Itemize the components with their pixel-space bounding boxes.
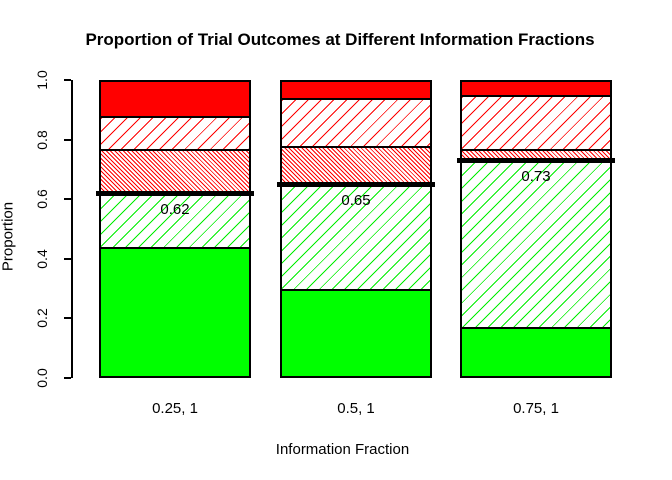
y-tick-label-0.2: 0.2	[34, 308, 50, 328]
solid-green-segment	[99, 247, 251, 378]
x-axis-title: Information Fraction	[275, 441, 410, 458]
solid-red-segment	[280, 80, 432, 98]
y-tick-0.6	[64, 198, 71, 200]
x-category-label: 0.5, 1	[337, 400, 375, 417]
x-category-label: 0.25, 1	[152, 400, 198, 417]
bar-0.5-1: 0.65	[277, 80, 435, 378]
y-tick-label-0.6: 0.6	[34, 189, 50, 209]
threshold-value-label: 0.73	[521, 168, 551, 185]
y-tick-0.0	[64, 377, 71, 379]
y-tick-label-0.0: 0.0	[34, 368, 50, 388]
x-category-label: 0.75, 1	[513, 400, 559, 417]
threshold-value-label: 0.62	[160, 201, 190, 218]
threshold-line	[277, 182, 435, 187]
threshold-line	[457, 158, 615, 163]
red-hatch-segment	[99, 116, 251, 149]
green-hatch-segment	[460, 160, 612, 327]
y-axis-line	[71, 80, 73, 378]
y-tick-0.4	[64, 258, 71, 260]
solid-red-segment	[99, 80, 251, 116]
red-dense-hatch-segment	[280, 146, 432, 184]
solid-green-segment	[280, 289, 432, 378]
chart-title: Proportion of Trial Outcomes at Differen…	[85, 30, 595, 49]
red-hatch-segment	[280, 98, 432, 146]
red-dense-hatch-segment	[99, 149, 251, 193]
y-tick-label-0.4: 0.4	[34, 249, 50, 269]
bar-0.25-1: 0.62	[96, 80, 254, 378]
threshold-value-label: 0.65	[341, 192, 371, 209]
y-tick-0.2	[64, 317, 71, 319]
bar-0.75-1: 0.73	[457, 80, 615, 378]
red-hatch-segment	[460, 95, 612, 149]
solid-red-segment	[460, 80, 612, 95]
threshold-line	[96, 191, 254, 196]
y-tick-label-0.8: 0.8	[34, 130, 50, 150]
y-axis-title: Proportion	[0, 201, 17, 272]
solid-green-segment	[460, 327, 612, 378]
y-tick-0.8	[64, 139, 71, 141]
y-tick-1.0	[64, 79, 71, 81]
red-dense-hatch-segment	[460, 149, 612, 160]
y-tick-label-1.0: 1.0	[34, 70, 50, 90]
